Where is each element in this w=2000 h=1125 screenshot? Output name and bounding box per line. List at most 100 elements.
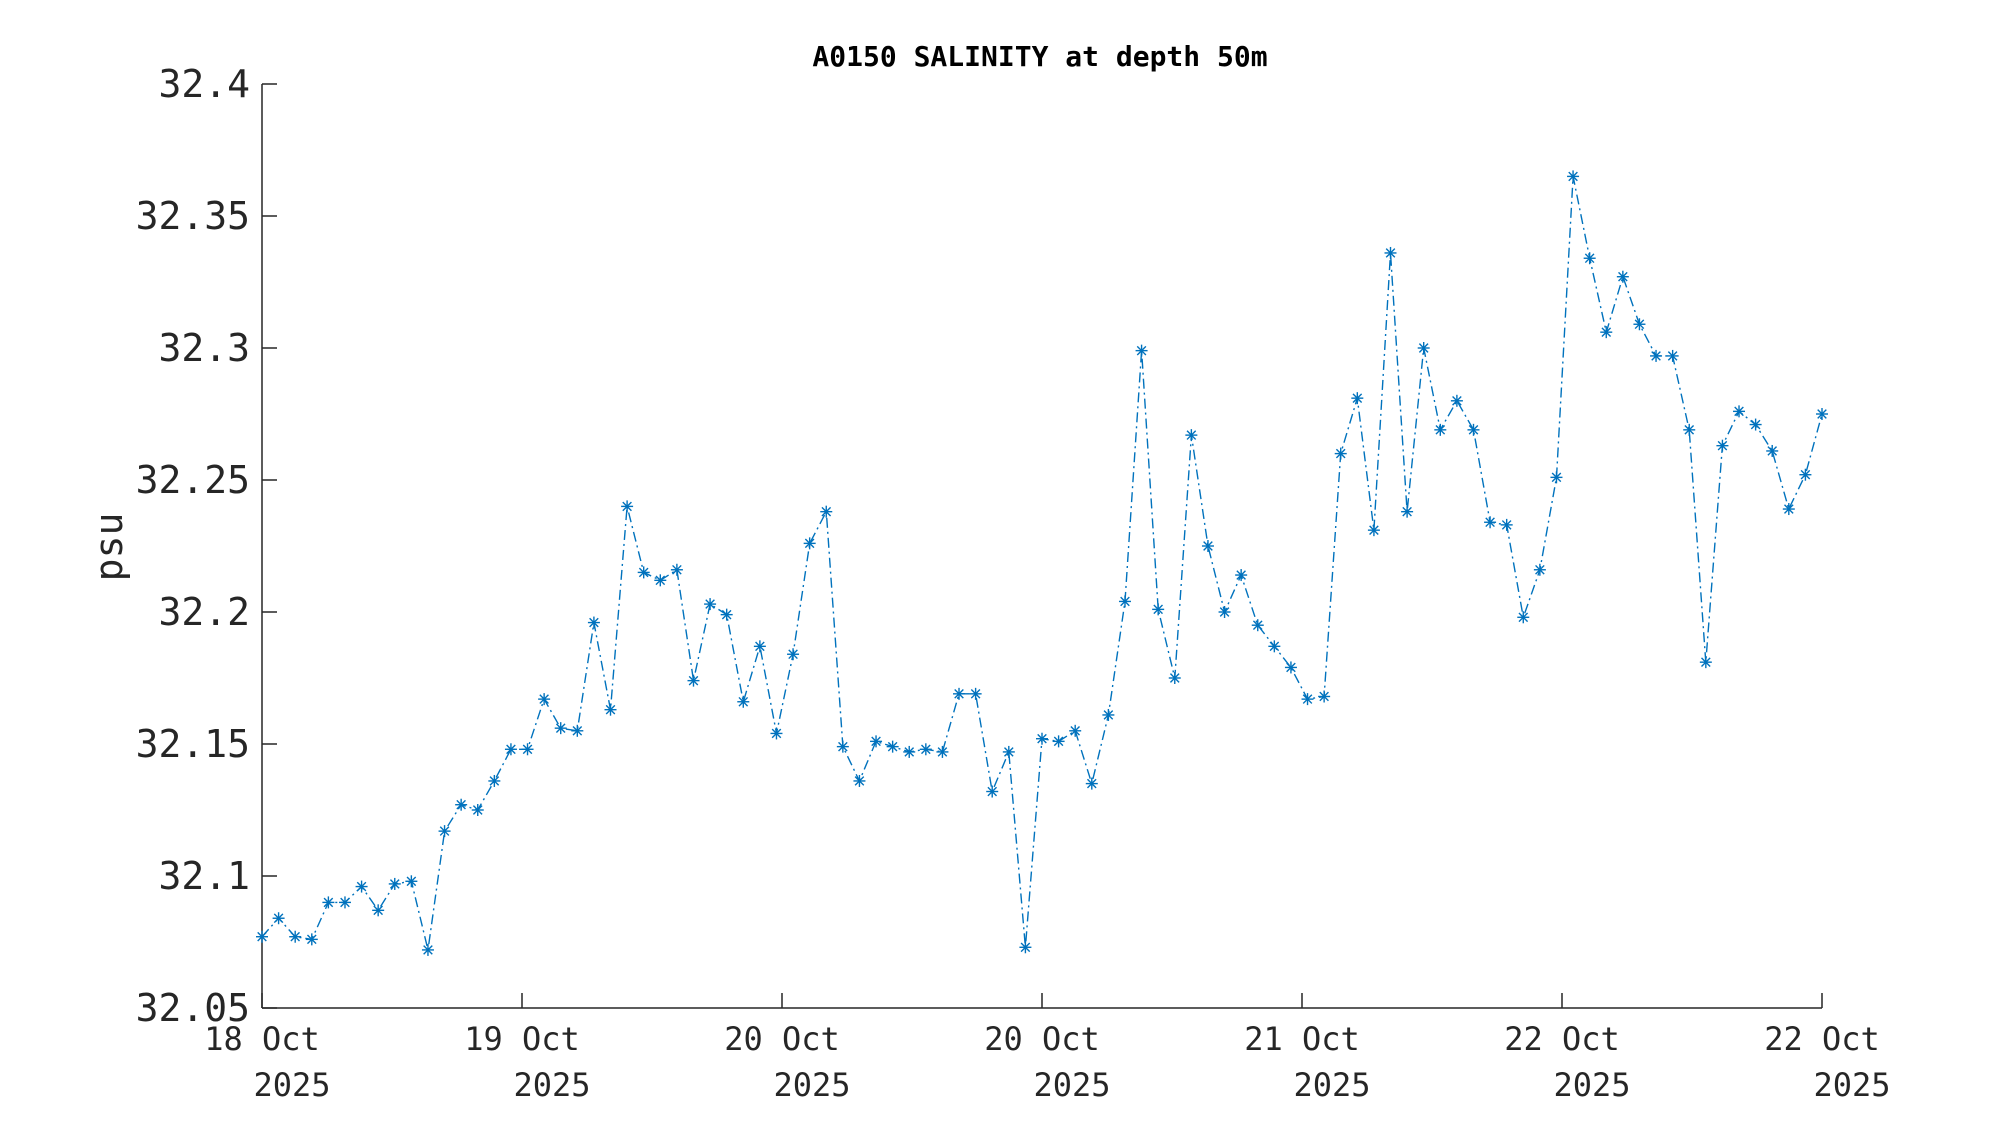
data-point	[1102, 708, 1115, 721]
x-tick-label-year: 2025	[1293, 1066, 1370, 1104]
data-point	[455, 798, 468, 811]
data-point	[1085, 777, 1098, 790]
data-point-stroke	[1452, 395, 1462, 406]
data-point	[820, 505, 833, 518]
data-point	[1135, 344, 1148, 357]
x-tick-label-day: 22 Oct	[1504, 1020, 1620, 1058]
y-tick-label: 32.2	[158, 590, 250, 634]
data-point	[604, 703, 617, 716]
data-point	[1185, 429, 1198, 442]
y-tick-label: 32.3	[158, 326, 250, 370]
data-point-stroke	[1684, 425, 1695, 435]
data-point-stroke	[1120, 596, 1130, 607]
data-point	[554, 722, 567, 735]
data-point	[1268, 640, 1281, 653]
data-point-stroke	[340, 897, 350, 908]
data-point	[1434, 423, 1447, 436]
data-point	[853, 774, 866, 787]
data-point	[571, 724, 584, 737]
data-point-stroke	[290, 931, 301, 942]
data-point-stroke	[539, 694, 549, 704]
data-point-stroke	[638, 567, 649, 578]
data-point	[986, 785, 999, 798]
data-point-stroke	[904, 747, 915, 757]
data-point	[1567, 170, 1580, 183]
data-point-stroke	[1020, 942, 1031, 953]
data-point-stroke	[1269, 641, 1280, 652]
data-point	[1749, 418, 1762, 431]
data-point	[1002, 745, 1015, 758]
data-point-stroke	[323, 897, 334, 908]
data-point-stroke	[1651, 351, 1661, 361]
x-tick-label-day: 21 Oct	[1244, 1020, 1360, 1058]
data-point-stroke	[672, 564, 682, 575]
data-point-stroke	[555, 723, 566, 733]
data-point-stroke	[506, 744, 516, 755]
data-point	[670, 563, 683, 576]
data-point-stroke	[1385, 248, 1396, 258]
data-point-stroke	[655, 575, 666, 586]
x-tick-label-day: 20 Oct	[724, 1020, 840, 1058]
data-point-stroke	[1070, 725, 1081, 736]
data-point-stroke	[1468, 425, 1479, 435]
data-point-stroke	[1169, 673, 1180, 683]
data-point-stroke	[1734, 406, 1744, 417]
data-point-stroke	[1584, 253, 1595, 264]
data-point-stroke	[688, 675, 699, 686]
data-point	[1235, 569, 1248, 582]
x-tick-label-year: 2025	[1813, 1066, 1890, 1104]
data-point	[504, 743, 517, 756]
data-point-stroke	[439, 826, 450, 836]
data-point	[1600, 326, 1613, 339]
y-axis-label: psu	[87, 513, 131, 582]
data-point	[737, 695, 750, 708]
data-point	[903, 745, 916, 758]
data-point	[637, 566, 650, 579]
data-point-stroke	[1601, 327, 1612, 337]
x-ticks: 18 Oct 2025 19 Oct 2025 20 Oct 2025 20 Oct 2025…	[204, 993, 1891, 1104]
data-point-stroke	[1767, 446, 1778, 456]
data-point-stroke	[1252, 620, 1263, 631]
data-point-stroke	[987, 786, 998, 797]
data-point-stroke	[1319, 691, 1329, 702]
data-point-stroke	[622, 501, 632, 512]
data-point-stroke	[1667, 351, 1678, 361]
data-point-stroke	[1618, 271, 1628, 282]
x-tick-label-day: 18 Oct	[204, 1020, 320, 1058]
data-point	[1052, 735, 1065, 748]
x-tick-label-year: 2025	[253, 1066, 330, 1104]
data-point	[1467, 423, 1480, 436]
data-point-stroke	[1501, 520, 1512, 530]
data-point-stroke	[804, 538, 815, 549]
data-point	[1616, 270, 1629, 283]
data-point-stroke	[1568, 171, 1578, 182]
data-point-stroke	[1717, 440, 1728, 451]
data-point-stroke	[921, 744, 931, 755]
data-point	[1450, 394, 1463, 407]
data-point-stroke	[1352, 393, 1363, 403]
data-point	[1716, 439, 1729, 452]
data-point	[1301, 693, 1314, 706]
data-point-stroke	[1551, 472, 1562, 483]
data-point-stroke	[970, 689, 981, 699]
series-group	[256, 170, 1828, 956]
data-point	[1733, 405, 1746, 418]
data-point	[919, 743, 932, 756]
data-point	[1284, 661, 1297, 674]
data-point-stroke	[1037, 733, 1047, 744]
data-point-stroke	[937, 747, 948, 757]
x-tick-label-day: 19 Oct	[464, 1020, 580, 1058]
data-point	[305, 933, 318, 946]
data-point-stroke	[738, 696, 749, 707]
data-point	[704, 598, 717, 611]
data-point	[1417, 342, 1430, 354]
data-point-stroke	[605, 704, 616, 715]
data-point	[787, 648, 800, 661]
data-point-stroke	[356, 881, 367, 892]
data-point	[256, 930, 268, 943]
x-tick-label-day: 22 Oct	[1764, 1020, 1880, 1058]
data-point	[587, 616, 600, 629]
data-point	[753, 640, 766, 653]
data-point-stroke	[1435, 425, 1446, 435]
